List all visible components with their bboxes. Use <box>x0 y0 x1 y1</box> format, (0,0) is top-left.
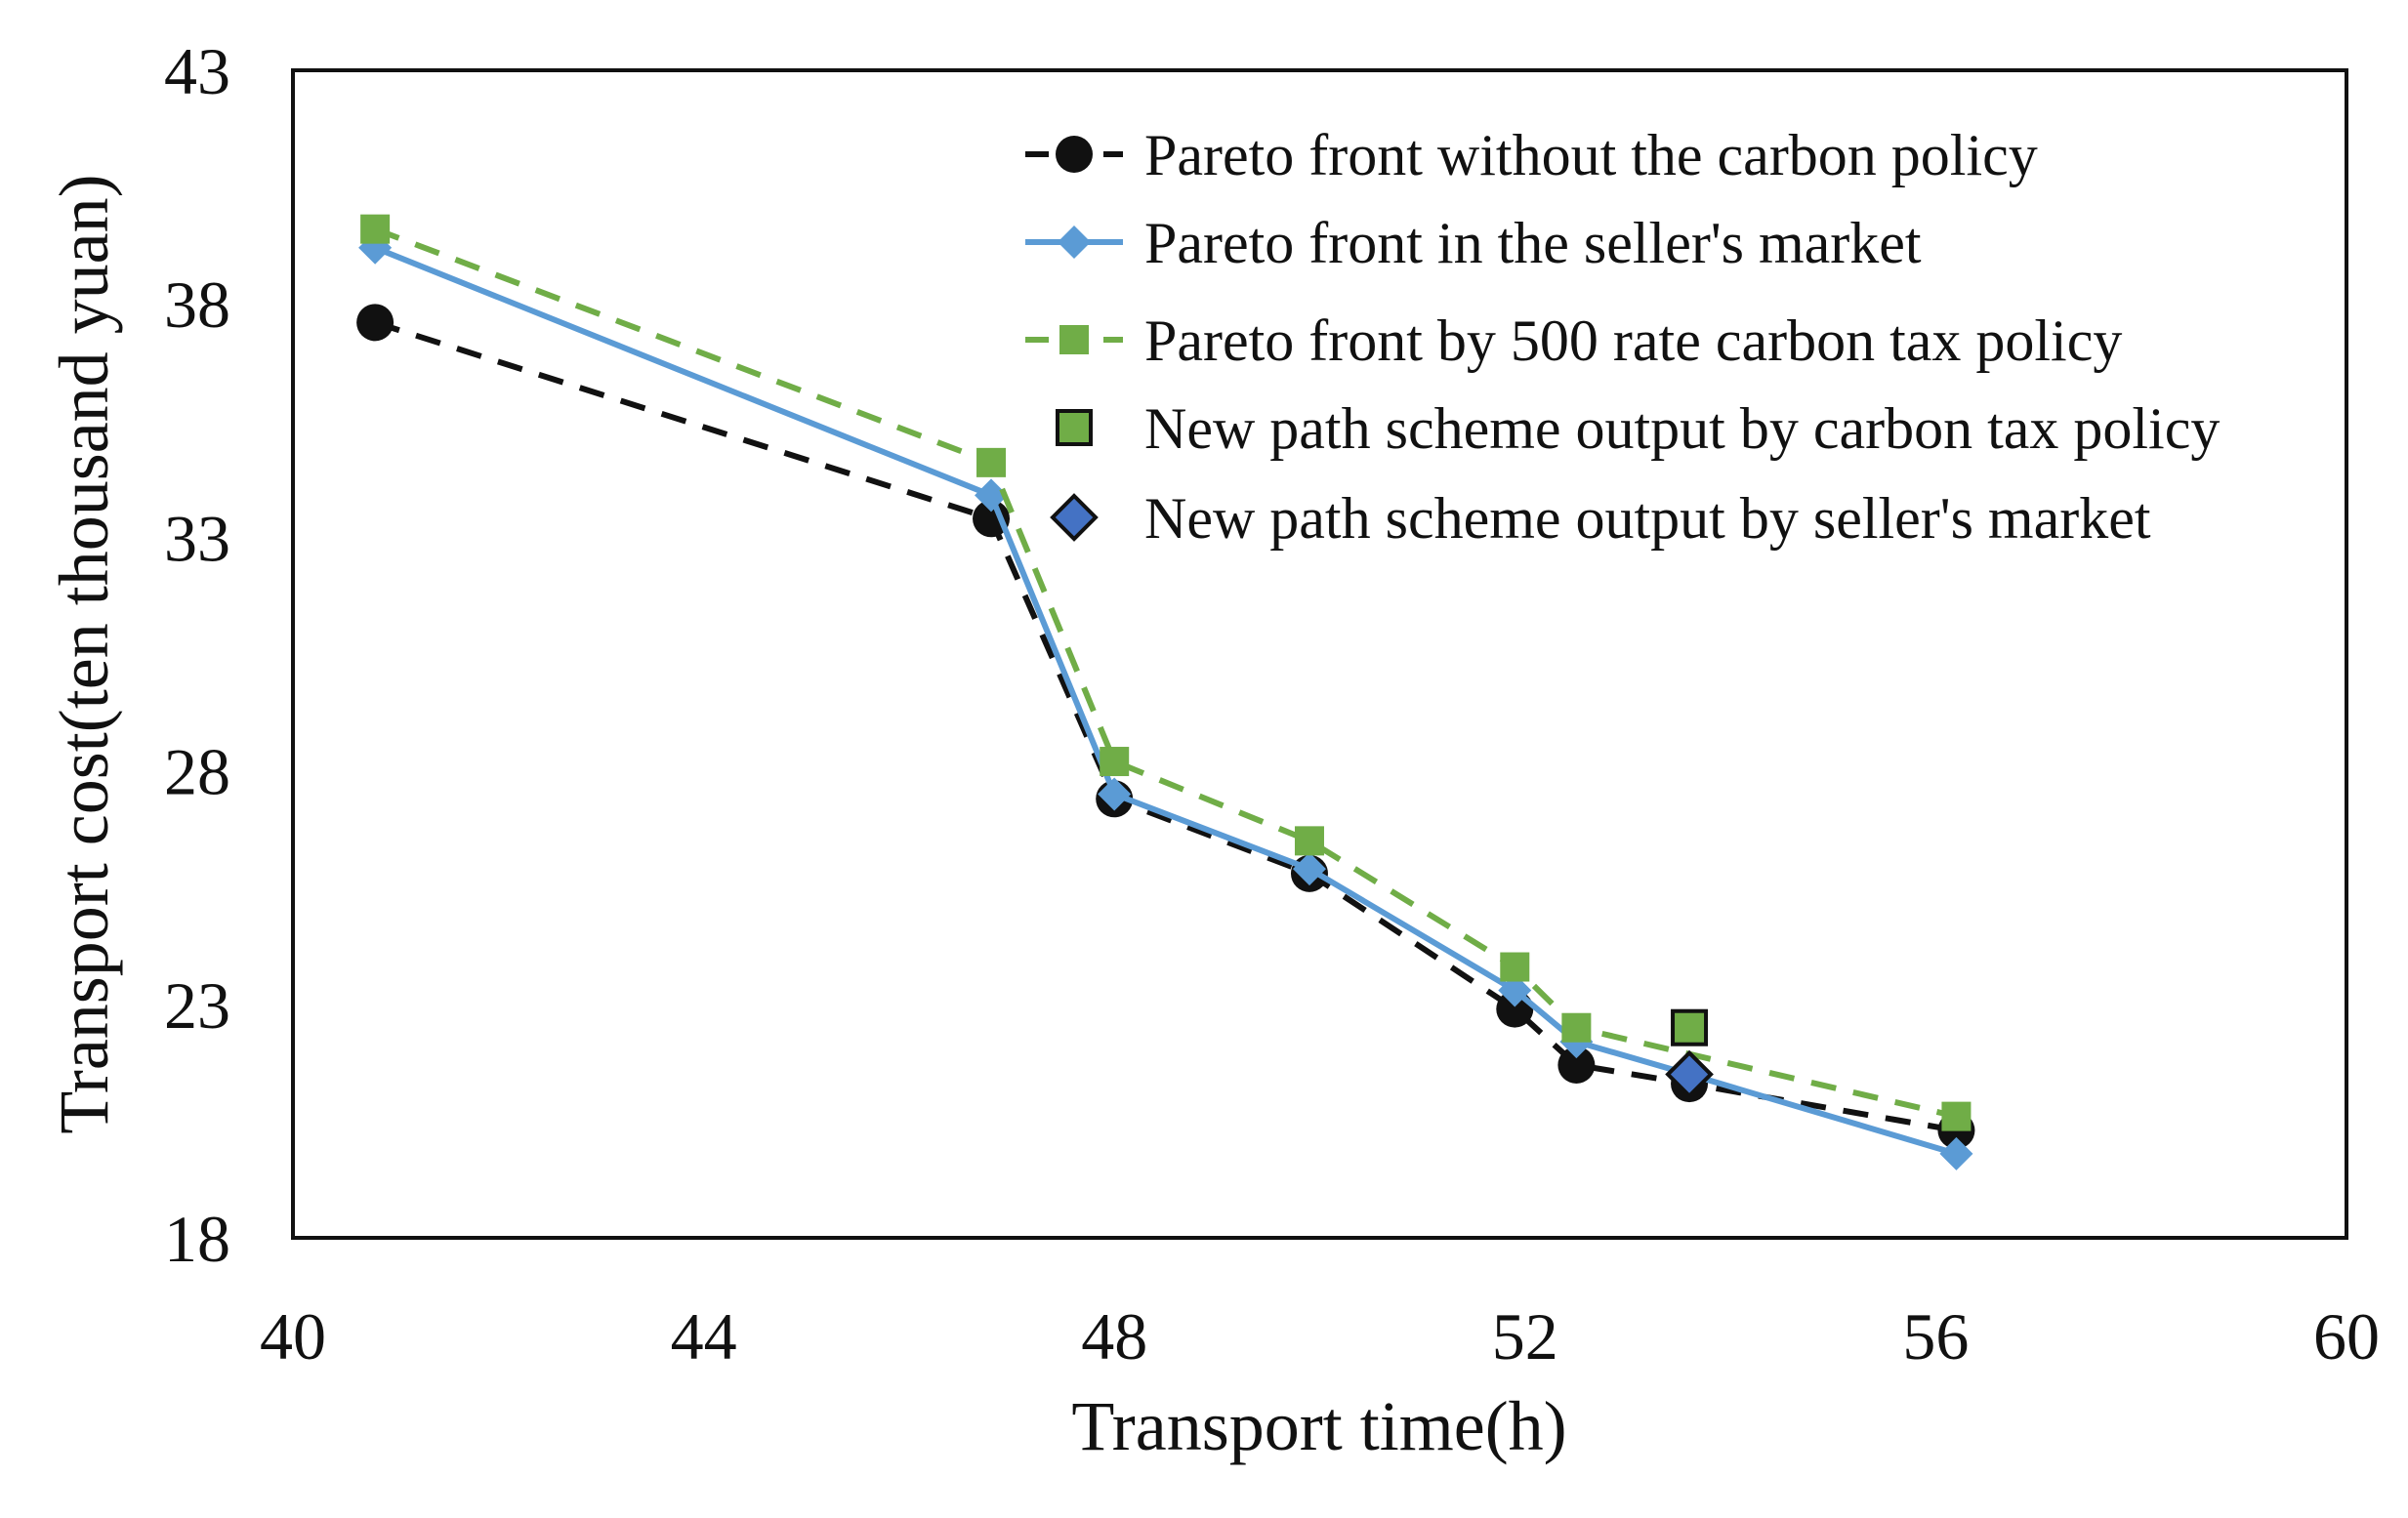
y-tick-label: 28 <box>164 735 230 809</box>
x-tick-label: 44 <box>671 1299 737 1374</box>
legend-entry: New path scheme output by carbon tax pol… <box>1056 396 2220 461</box>
legend-swatch-marker <box>1050 493 1099 542</box>
data-point <box>1292 852 1326 886</box>
legend-swatch-marker <box>1058 226 1091 259</box>
data-point <box>973 500 1011 538</box>
legend-label: Pareto front without the carbon policy <box>1144 123 2038 187</box>
data-point <box>1665 1049 1714 1099</box>
data-point <box>356 304 394 342</box>
legend-entry: Pareto front by 500 rate carbon tax poli… <box>1025 308 2122 373</box>
legend-label: Pareto front by 500 rate carbon tax poli… <box>1144 308 2122 373</box>
y-tick-label: 33 <box>164 501 230 575</box>
x-tick-label: 60 <box>2313 1299 2380 1374</box>
y-tick-label: 23 <box>164 968 230 1043</box>
y-axis-title: Transport cost(ten thousand yuan) <box>45 174 123 1133</box>
data-point <box>1561 1012 1592 1043</box>
data-point <box>1498 973 1532 1007</box>
data-point <box>1941 1101 1972 1131</box>
legend: Pareto front without the carbon policy Pa… <box>1025 123 2220 551</box>
legend-entry: Pareto front in the seller's market <box>1025 211 1922 275</box>
data-point <box>1557 1046 1596 1084</box>
data-point <box>1294 826 1324 856</box>
y-tick-label: 38 <box>164 267 230 342</box>
legend-entry: New path scheme output by seller's marke… <box>1050 486 2151 551</box>
plot-frame <box>291 68 2348 1240</box>
x-tick-label: 40 <box>260 1299 326 1374</box>
data-point <box>1098 777 1132 811</box>
y-tick-label: 43 <box>164 34 230 108</box>
legend-entry: Pareto front without the carbon policy <box>1025 123 2038 187</box>
series-layer <box>356 214 1975 1170</box>
x-tick-label: 56 <box>1902 1299 1969 1374</box>
y-tick-label: 18 <box>164 1202 230 1276</box>
series-3 <box>1671 1008 1709 1046</box>
data-point <box>975 478 1009 513</box>
x-tick-label: 52 <box>1492 1299 1558 1374</box>
data-point <box>1939 1136 1973 1170</box>
legend-label: Pareto front in the seller's market <box>1144 211 1922 275</box>
x-tick-label: 48 <box>1081 1299 1147 1374</box>
legend-label: New path scheme output by seller's marke… <box>1144 486 2151 551</box>
data-point <box>1500 952 1530 982</box>
data-point <box>976 447 1007 477</box>
legend-swatch-marker <box>1059 325 1089 354</box>
ticks-layer: 40 44 48 52 56 60 18 23 28 33 38 43 <box>164 34 2380 1374</box>
legend-swatch-marker <box>1056 136 1093 173</box>
series-line <box>374 245 1958 1157</box>
series-4 <box>1665 1049 1714 1099</box>
data-point <box>1671 1008 1709 1046</box>
x-axis-title: Transport time(h) <box>1071 1387 1566 1465</box>
data-point <box>360 214 391 244</box>
series-2 <box>360 214 1972 1131</box>
legend-swatch-marker <box>1056 409 1093 446</box>
series-line <box>374 319 1957 1133</box>
legend-label: New path scheme output by carbon tax pol… <box>1144 396 2220 461</box>
data-point <box>1100 747 1130 777</box>
